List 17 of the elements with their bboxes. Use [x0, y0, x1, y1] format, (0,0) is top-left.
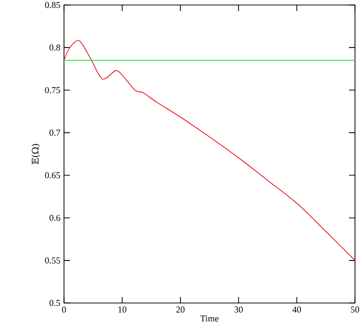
- x-tick-label: 0: [62, 306, 66, 313]
- y-tick-label: 0.75: [45, 87, 60, 94]
- y-axis-title: 𝔼(Ω): [32, 144, 40, 164]
- x-tick-label: 40: [292, 306, 301, 313]
- y-tick-label: 0.5: [50, 300, 60, 306]
- x-tick-label: 20: [176, 306, 185, 313]
- y-tick-label: 0.6: [50, 214, 60, 221]
- x-tick-label: 10: [118, 306, 126, 313]
- y-tick-label: 0.55: [45, 257, 60, 264]
- y-tick-label: 0.65: [45, 172, 60, 178]
- x-tick-label: 50: [351, 306, 360, 313]
- x-axis-title: Time: [200, 315, 219, 322]
- y-tick-label: 0.85: [45, 2, 60, 8]
- y-tick-label: 0.8: [50, 44, 60, 51]
- line-series: [64, 40, 355, 261]
- y-tick-label: 0.7: [50, 130, 60, 136]
- x-tick-label: 30: [234, 306, 243, 313]
